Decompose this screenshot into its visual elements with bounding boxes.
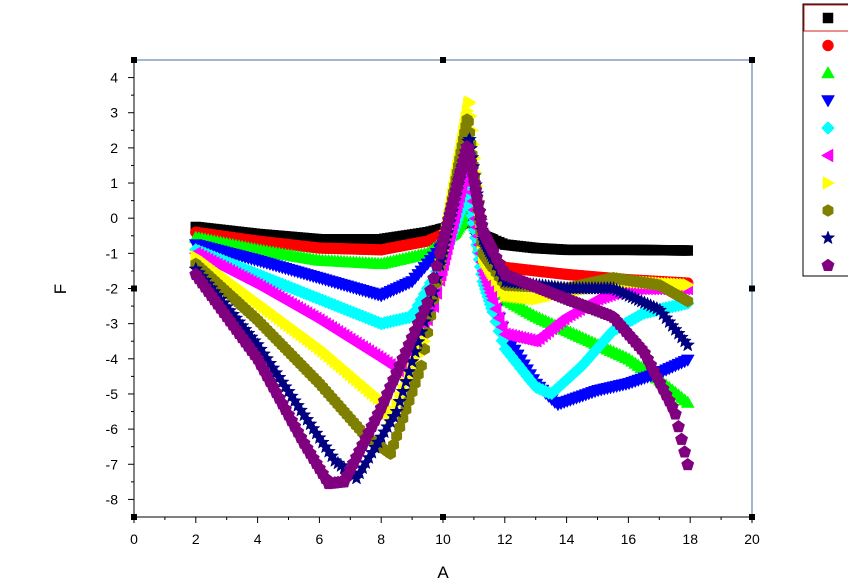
series-10 [189,139,695,490]
legend-marker [821,121,835,135]
resize-handle[interactable] [131,514,137,520]
data-point [486,292,499,307]
x-tick-label: 16 [621,531,637,547]
legend-marker [820,148,834,163]
y-tick-label: -4 [106,351,119,367]
legend [802,3,848,277]
legend-item [820,148,834,163]
data-point [668,407,682,420]
x-tick-label: 2 [192,531,200,547]
legend-marker [820,230,836,245]
resize-handle[interactable] [749,514,755,520]
legend-item [822,39,834,52]
x-tick-label: 12 [497,531,513,547]
x-tick-label: 6 [316,531,324,547]
y-axis: -8 -7 -6 -5 -4 -3 -2 -1 0 1 2 3 4 [106,59,135,518]
y-tick-label: -1 [106,245,119,261]
data-point [398,373,414,388]
data-point [489,301,502,316]
legend-marker [821,258,835,272]
x-axis-title: A [437,563,449,582]
data-point [682,245,693,256]
data-point [427,271,441,284]
legend-item [821,65,835,79]
data-point [682,294,694,308]
data-point [681,457,695,471]
x-axis: 0 2 4 6 8 10 12 14 16 18 20 [130,516,760,547]
data-point [415,359,427,373]
data-point [680,337,696,352]
x-tick-label: 14 [559,531,575,547]
data-point [389,403,404,418]
legend-marker [822,39,834,52]
y-tick-label: -5 [106,386,119,402]
y-tick-label: 4 [110,70,118,86]
y-tick-label: 3 [110,105,118,121]
data-point [430,259,444,272]
data-point [492,311,505,325]
y-tick-label: -8 [106,491,119,507]
legend-item [821,258,835,272]
x-tick-label: 20 [744,531,760,547]
legend-marker [821,65,835,79]
y-tick-label: -3 [106,316,119,332]
legend-highlight [803,4,848,32]
x-tick-label: 0 [130,531,138,547]
x-tick-label: 8 [377,531,385,547]
resize-handle[interactable] [131,285,137,292]
data-point [495,320,508,334]
legend-marker [822,12,834,24]
y-tick-label: -7 [106,456,119,472]
resize-handle[interactable] [131,57,137,63]
data-point [464,95,477,110]
data-point [392,393,408,408]
data-point [680,395,695,408]
resize-handle[interactable] [440,57,446,63]
data-point [675,432,689,445]
y-tick-label: -2 [106,281,119,297]
x-tick-label: 18 [682,531,698,547]
data-point [395,383,411,398]
x-tick-label: 4 [254,531,262,547]
y-axis-title: F [51,284,70,294]
legend-marker [821,95,835,108]
legend-item [820,230,836,245]
resize-handle[interactable] [749,57,755,63]
legend-item [821,95,835,108]
legend-marker [822,204,834,217]
legend-item [822,204,834,217]
series-layer [188,95,696,490]
y-tick-label: -6 [106,421,119,437]
legend-marker [822,176,836,190]
data-point [680,354,695,367]
y-tick-label: 1 [110,175,118,191]
data-point [682,277,695,292]
data-point [424,283,438,296]
data-point [671,419,685,433]
y-tick-label: 0 [110,210,118,226]
data-point [678,445,692,458]
y-tick-label: 2 [110,140,118,156]
legend-item [822,12,834,24]
resize-handle[interactable] [440,514,446,520]
legend-item [821,121,835,135]
resize-handle[interactable] [749,285,755,292]
x-tick-label: 10 [435,531,451,547]
legend-item [822,176,836,190]
data-point [421,295,435,309]
